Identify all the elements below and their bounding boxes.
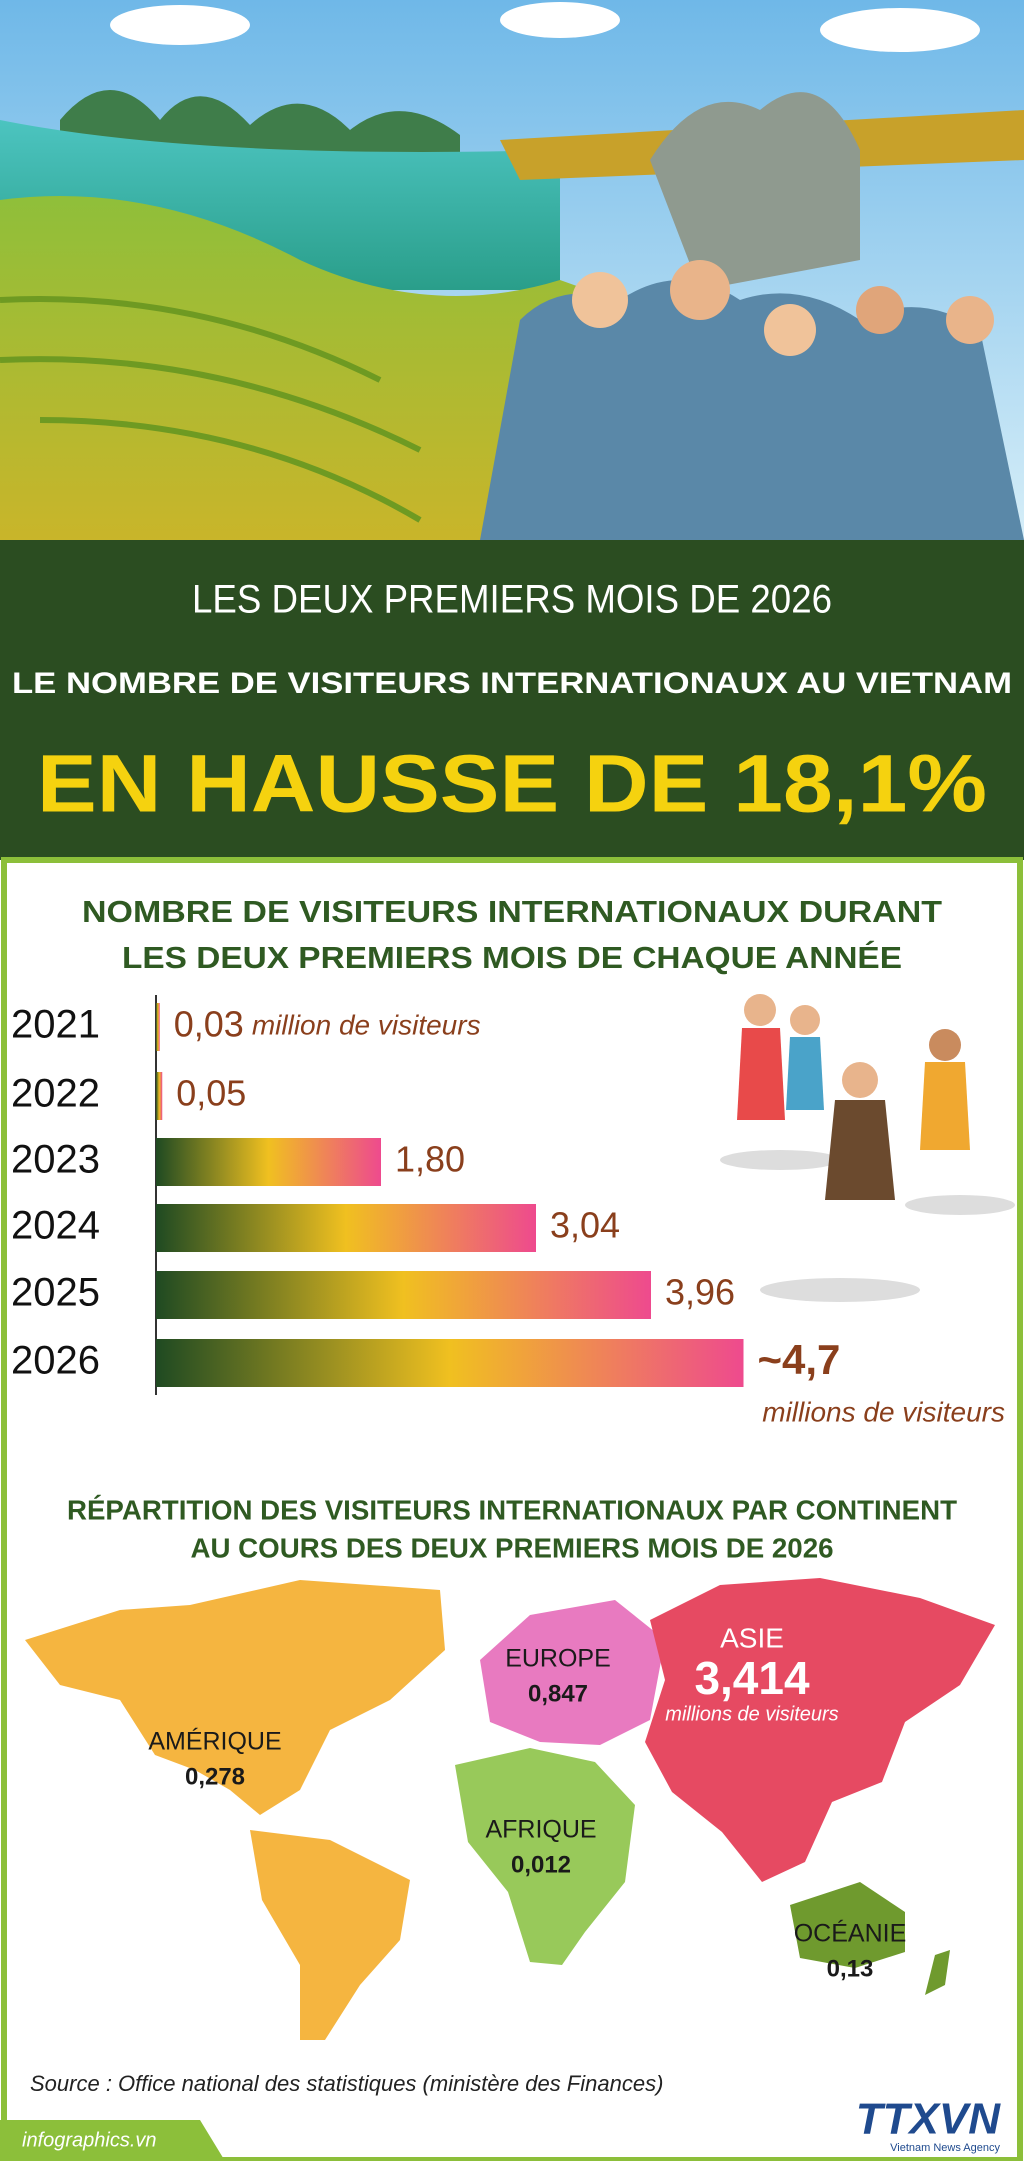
value-label: 3,96 xyxy=(665,1272,735,1313)
region-value: 3,414 xyxy=(694,1652,810,1704)
footer-tab xyxy=(0,2120,225,2161)
hero-illustration xyxy=(0,0,1024,540)
bar xyxy=(156,1003,160,1051)
value-label: 1,80 xyxy=(395,1139,465,1180)
bar xyxy=(156,1072,163,1120)
continent-europe xyxy=(480,1600,665,1745)
chart-title: LES DEUX PREMIERS MOIS DE CHAQUE ANNÉE xyxy=(122,940,902,975)
header-banner xyxy=(0,540,1024,860)
value-label: 3,04 xyxy=(550,1205,620,1246)
header-title: LE NOMBRE DE VISITEURS INTERNATIONAUX AU… xyxy=(12,667,1012,700)
header-headline: EN HAUSSE DE 18,1% xyxy=(37,739,987,830)
continent-asia xyxy=(645,1578,995,1882)
region-name: EUROPE xyxy=(505,1645,611,1673)
site-name: infographics.vn xyxy=(22,2129,157,2151)
region-unit: millions de visiteurs xyxy=(665,1703,838,1725)
value-label: ~4,7 xyxy=(758,1336,841,1383)
value-label: 0,05 xyxy=(176,1073,246,1114)
region-value: 0,13 xyxy=(827,1955,874,1982)
map-title: AU COURS DES DEUX PREMIERS MOIS DE 2026 xyxy=(191,1532,834,1563)
unit-annotation: millions de visiteurs xyxy=(762,1396,1005,1427)
region-value: 0,012 xyxy=(511,1851,571,1878)
region-name: AMÉRIQUE xyxy=(148,1727,281,1756)
region-name: AFRIQUE xyxy=(485,1816,596,1844)
region-name: ASIE xyxy=(720,1622,784,1653)
bar-chart: 2021 0,03 million de visiteurs 2022 0,05 2023… xyxy=(11,995,1005,1427)
chart-title: NOMBRE DE VISITEURS INTERNATIONAUX DURAN… xyxy=(82,894,942,929)
bar xyxy=(156,1271,651,1319)
category-label: 2022 xyxy=(11,1072,100,1116)
bar xyxy=(156,1204,536,1252)
category-label: 2025 xyxy=(11,1271,100,1315)
source-note: Source : Office national des statistique… xyxy=(30,2071,663,2096)
logo: TTXVN xyxy=(856,2095,1001,2144)
bar xyxy=(156,1339,744,1387)
value-label: 0,03 xyxy=(174,1004,244,1045)
region-value: 0,278 xyxy=(185,1763,245,1790)
header-kicker: LES DEUX PREMIERS MOIS DE 2026 xyxy=(192,578,832,622)
category-label: 2021 xyxy=(11,1003,100,1047)
continent-africa xyxy=(455,1748,635,1965)
continent-oceania xyxy=(790,1882,950,1995)
region-name: OCÉANIE xyxy=(794,1919,907,1948)
category-label: 2026 xyxy=(11,1339,100,1383)
unit-annotation: million de visiteurs xyxy=(252,1009,481,1040)
category-label: 2023 xyxy=(11,1138,100,1182)
bar xyxy=(156,1138,381,1186)
tourists-illustration xyxy=(720,994,1015,1302)
map-labels: AMÉRIQUE 0,278 EUROPE 0,847 ASIE3,414million… xyxy=(148,1622,906,1982)
logo-subtitle: Vietnam News Agency xyxy=(890,2142,1000,2154)
category-label: 2024 xyxy=(11,1204,100,1248)
world-map xyxy=(25,1578,995,2040)
continent-america xyxy=(25,1580,445,2040)
region-value: 0,847 xyxy=(528,1680,588,1707)
map-title: RÉPARTITION DES VISITEURS INTERNATIONAUX… xyxy=(67,1494,957,1525)
